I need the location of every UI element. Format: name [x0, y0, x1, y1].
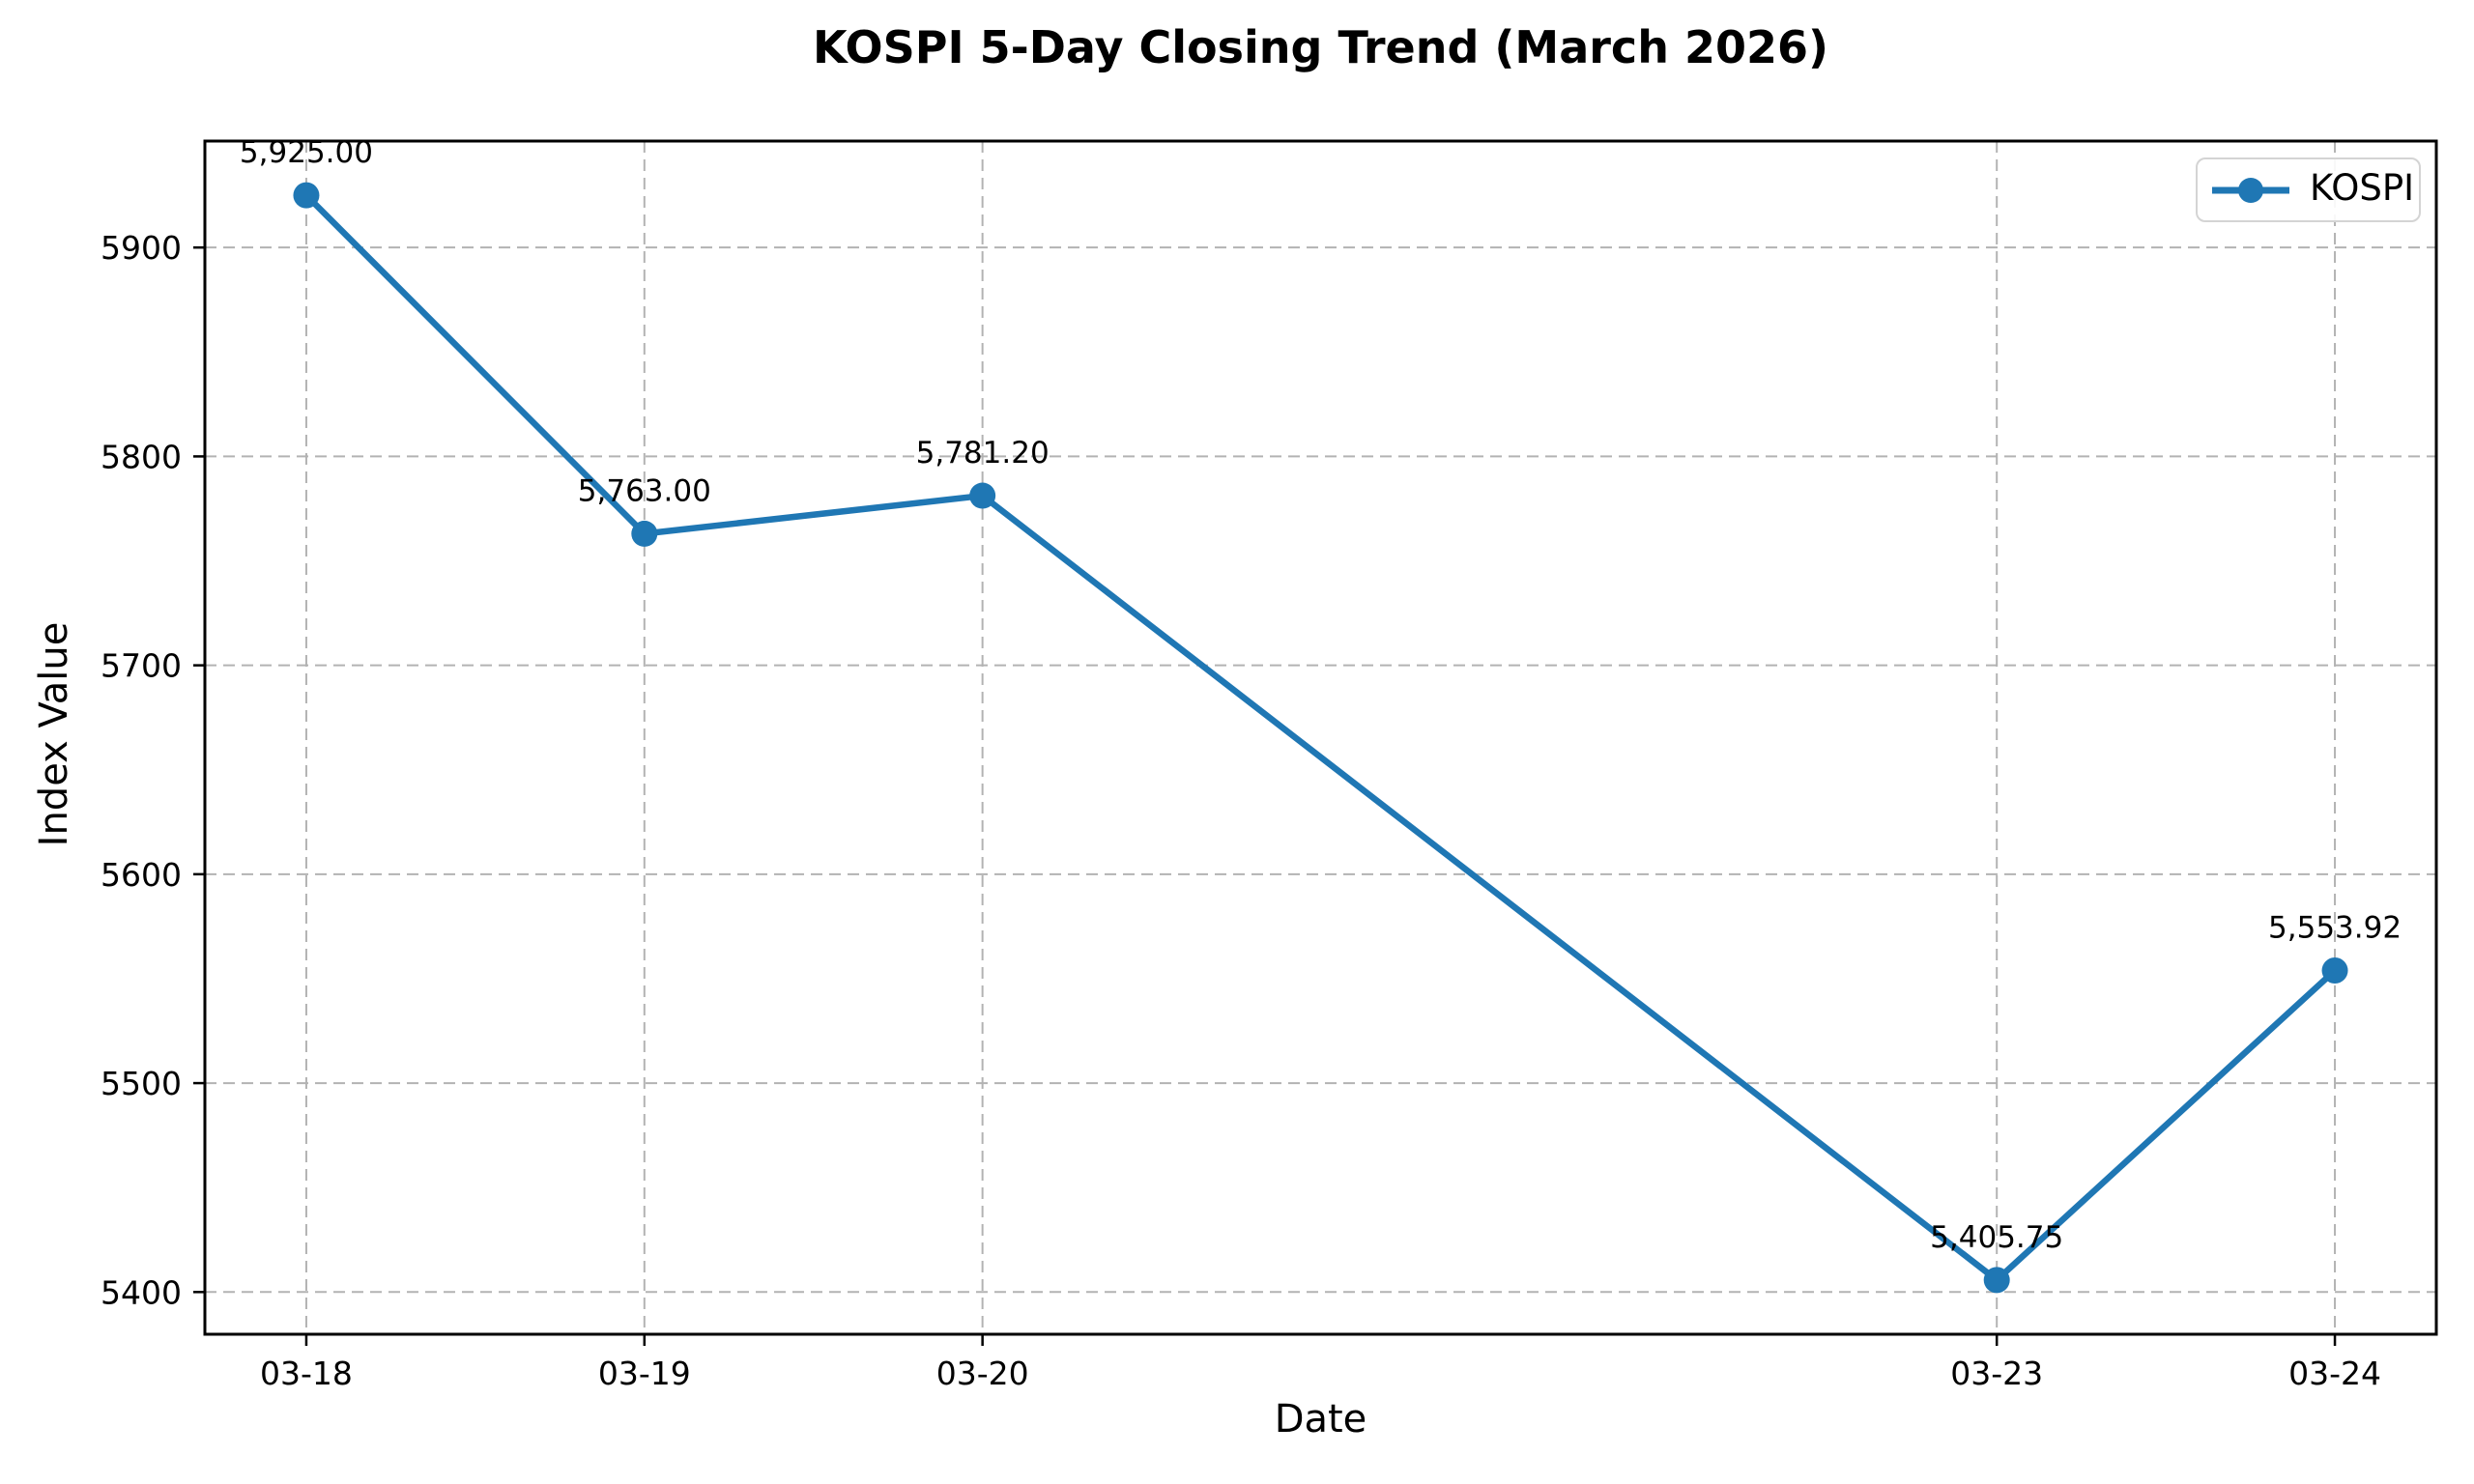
data-point-marker — [2321, 956, 2348, 984]
axes-frame — [203, 139, 2438, 1336]
y-tick-label: 5500 — [101, 1065, 182, 1102]
data-point-marker — [969, 482, 996, 509]
x-tick-label: 03-18 — [260, 1355, 353, 1392]
legend-line-marker-icon — [2212, 177, 2289, 203]
legend-label: KOSPI — [2310, 167, 2415, 209]
data-point-label: 5,553.92 — [2268, 910, 2402, 945]
y-tick-label: 5700 — [101, 647, 182, 685]
y-tick-label: 5600 — [101, 856, 182, 894]
y-tick-label: 5400 — [101, 1273, 182, 1311]
x-tick-label: 03-19 — [598, 1355, 691, 1392]
data-point-label: 5,781.20 — [916, 436, 1050, 471]
y-tick-label: 5800 — [101, 438, 182, 475]
data-point-label: 5,405.75 — [1930, 1220, 2063, 1255]
chart-title: KOSPI 5-Day Closing Trend (March 2026) — [812, 21, 1829, 73]
legend: KOSPI — [2196, 157, 2421, 222]
x-tick-label: 03-20 — [936, 1355, 1029, 1392]
x-tick-label: 03-24 — [2288, 1355, 2381, 1392]
x-axis-label: Date — [1274, 1397, 1367, 1441]
data-point-marker — [293, 182, 320, 209]
data-point-marker — [1983, 1267, 2010, 1294]
data-point-label: 5,763.00 — [578, 473, 711, 508]
kospi-line — [302, 191, 2339, 1284]
y-tick-label: 5900 — [101, 229, 182, 267]
data-point-marker — [631, 520, 658, 547]
y-axis-label: Index Value — [32, 621, 76, 847]
x-tick-label: 03-23 — [1950, 1355, 2043, 1392]
legend-sample-marker — [2238, 177, 2263, 203]
